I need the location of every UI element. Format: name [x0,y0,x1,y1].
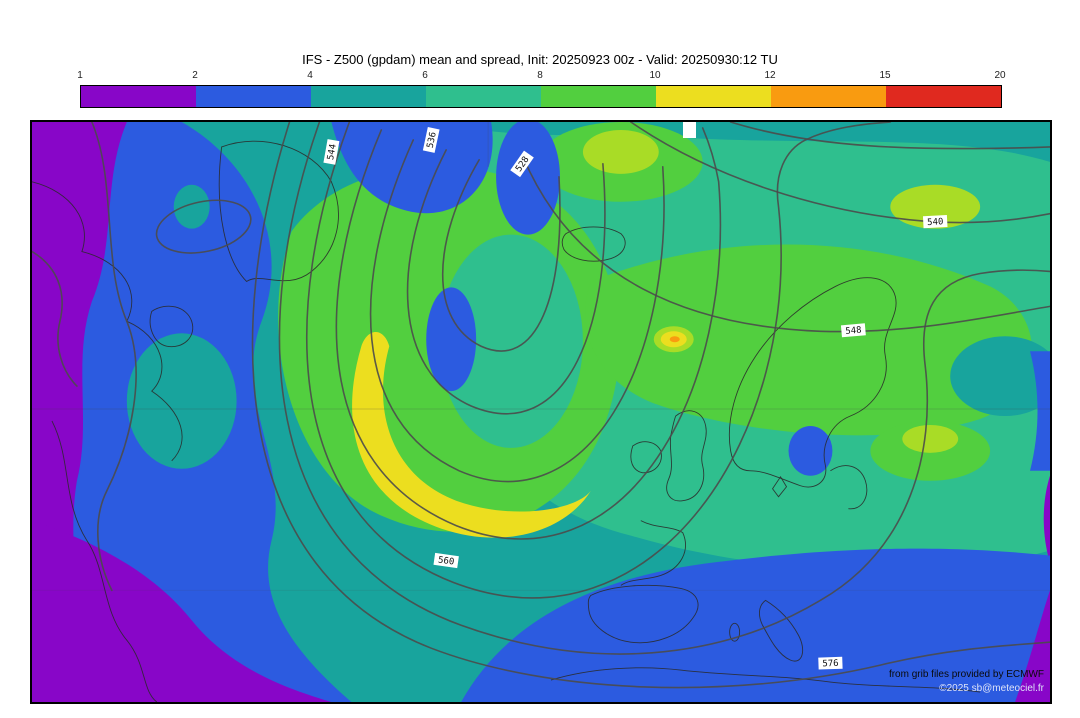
coast-france [620,520,686,586]
contour-label: 544 [323,139,340,165]
svg-text:548: 548 [845,326,862,337]
contour-label: 576 [818,656,843,670]
fill-yellow-crescent [352,332,591,538]
colorbar-segment-12-15 [771,86,886,107]
contour-west-short [32,250,78,387]
contour-closed-west [155,199,252,254]
svg-text:540: 540 [927,217,944,228]
map-top-marker [683,122,696,138]
contour-trough-5 [306,122,892,599]
colorbar-track [80,85,1002,108]
contour-west-long [91,122,137,592]
fill-purple-southwest [32,520,332,702]
coast-scandinavia [728,277,897,488]
colorbar-segment-1-2 [81,86,196,107]
colorbar-tick: 4 [307,70,313,81]
svg-text:576: 576 [822,659,839,670]
contour-trough-6 [278,122,1050,655]
colorbar-segment-15-20 [886,86,1001,107]
contour-east-548 [522,156,1050,333]
colorbar-ticks: 1 2 4 6 8 10 12 15 20 [77,70,1005,83]
contour-trough-2 [406,149,606,415]
contour-label: 540 [922,215,948,229]
colorbar-tick: 20 [994,70,1006,81]
contour-label: 536 [422,126,440,153]
colorbar-tick: 10 [649,70,661,81]
map-svg: 544 536 528 540 548 [32,122,1050,702]
colorbar-segment-10-12 [656,86,771,107]
colorbar-tick: 1 [77,70,83,81]
fill-blue-south-band [461,548,1050,702]
chart-title: IFS - Z500 (gpdam) mean and spread, Init… [302,52,778,67]
colorbar-segment-4-6 [311,86,426,107]
svg-text:560: 560 [437,555,454,567]
fill-blue-top-streak [496,122,560,235]
coast-denmark [771,475,788,498]
fill-purple-southeast-corner [1015,590,1050,702]
contour-trough-4 [335,127,722,540]
contour-layer [32,122,1050,689]
fill-purple-east-sliver [1043,475,1050,556]
colorbar-segment-6-8 [426,86,541,107]
contour-label: 560 [433,552,459,569]
fill-blue-trough-core [426,287,477,392]
credit-copyright: ©2025 sb@meteociel.fr [939,683,1044,694]
spread-fill-layer [32,122,1050,702]
svg-text:536: 536 [426,131,439,149]
coast-baltic [830,465,868,510]
coast-italy [759,599,804,662]
coast-sardinia [729,622,741,642]
colorbar-segment-8-10 [541,86,656,107]
colorbar-segment-2-4 [196,86,311,107]
colorbar-tick: 6 [422,70,428,81]
colorbar-tick: 15 [879,70,891,81]
credit-source: from grib files provided by ECMWF [888,669,1044,680]
contour-trough-3 [369,139,665,483]
coast-us-east [51,420,158,702]
colorbar-tick: 2 [192,70,198,81]
contour-trough-1 [441,159,561,352]
contour-south [251,122,1050,689]
coast-iceland [561,226,626,262]
fill-green-east-band [585,244,1033,436]
colorbar-tick: 8 [537,70,543,81]
svg-text:544: 544 [326,143,339,161]
coastline-layer [32,140,981,702]
coast-north-africa [550,667,981,693]
contour-label: 548 [840,323,866,338]
fill-orange-dot [669,336,680,343]
fill-yg-top-center [582,129,659,174]
contour-east-540 [630,122,1050,224]
fill-yg-northeast [890,184,981,229]
colorbar-tick: 12 [764,70,776,81]
fill-teal-west-patch [126,333,237,469]
coast-newfoundland [149,305,194,348]
coast-ireland [630,441,662,474]
fill-blue-northwest [331,122,493,214]
fill-teal-east-patch [950,336,1050,416]
graticule-layer [32,122,1050,591]
fill-blue-east-edge [1030,351,1050,471]
contour-east-top [729,122,1050,150]
contour-label-layer: 544 536 528 540 548 [323,126,948,670]
map-area: 544 536 528 540 548 [30,120,1052,704]
fill-yg-east [902,424,959,453]
fill-blue-scandinavia [788,425,833,476]
fill-seagreen-trough-core [439,234,583,448]
coast-iberia [587,584,699,644]
fill-teal-greenland-patch [173,184,210,229]
